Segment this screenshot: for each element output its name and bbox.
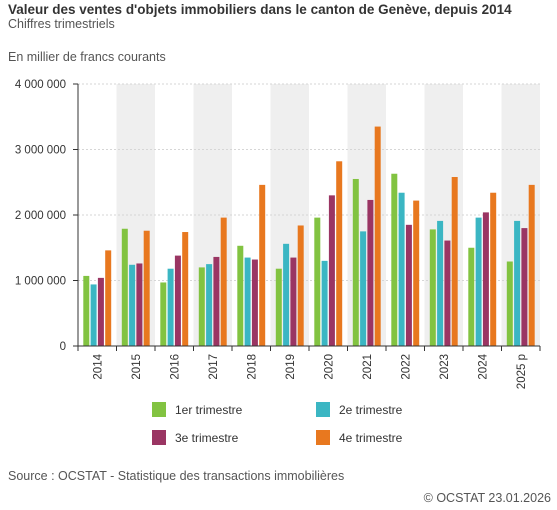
- y-tick-label: 1 000 000: [15, 276, 66, 288]
- x-tick-label: 2017: [208, 354, 220, 380]
- bar: [413, 200, 420, 346]
- bar: [328, 195, 335, 346]
- legend-label-q4: 4e trimestre: [339, 430, 403, 445]
- source-note: Source : OCSTAT - Statistique des transa…: [8, 469, 345, 483]
- bar: [336, 161, 343, 346]
- bar: [206, 264, 213, 346]
- unit-label: En millier de francs courants: [8, 50, 166, 64]
- bar: [90, 284, 97, 346]
- chart-subtitle: Chiffres trimestriels: [8, 17, 115, 31]
- y-tick-label: 4 000 000: [15, 79, 66, 91]
- x-tick-label: 2018: [246, 354, 258, 380]
- bar: [475, 217, 482, 346]
- bar: [482, 212, 489, 346]
- x-tick-label: 2020: [323, 354, 335, 380]
- x-tick-label: 2025 p: [516, 354, 528, 389]
- legend-swatch-q3: [152, 430, 166, 445]
- bar: [143, 230, 150, 346]
- bar: [182, 232, 189, 346]
- y-tick-label: 3 000 000: [15, 145, 66, 157]
- bar: [468, 247, 475, 346]
- x-tick-label: 2016: [169, 354, 181, 380]
- bar: [97, 277, 104, 346]
- gridlines: [78, 83, 540, 281]
- bar: [367, 199, 374, 346]
- legend-item-q1[interactable]: 1er trimestre: [152, 402, 242, 417]
- bar: [405, 224, 412, 346]
- y-tick-labels: 0 1 000 000 2 000 000 3 000 000 4 000 000: [15, 79, 66, 353]
- bar: [121, 228, 128, 346]
- y-tick-label: 2 000 000: [15, 210, 66, 222]
- legend-item-q2[interactable]: 2e trimestre: [316, 402, 402, 417]
- x-tick-label: 2022: [400, 354, 412, 380]
- bar: [451, 177, 458, 346]
- bar: [136, 263, 143, 346]
- legend-label-q2: 2e trimestre: [339, 402, 403, 417]
- legend-swatch-q1: [152, 402, 166, 417]
- bar: [251, 259, 258, 346]
- bar: [429, 229, 436, 346]
- bar: [220, 217, 227, 346]
- legend-item-q4[interactable]: 4e trimestre: [316, 430, 402, 445]
- bar: [237, 245, 244, 346]
- axes: [73, 83, 541, 351]
- legend-item-q3[interactable]: 3e trimestre: [152, 430, 238, 445]
- copyright-note: © OCSTAT 23.01.2026: [423, 491, 551, 505]
- bar: [352, 178, 359, 346]
- bar: [321, 260, 328, 346]
- bar: [506, 261, 513, 346]
- bar: [297, 225, 304, 346]
- bar: [437, 220, 444, 346]
- bar: [167, 268, 174, 346]
- bar: [259, 184, 266, 346]
- bar: [398, 192, 405, 346]
- bar: [275, 268, 282, 346]
- bar: [160, 282, 167, 346]
- x-tick-label: 2023: [439, 354, 451, 380]
- bar: [83, 275, 90, 346]
- bar: [444, 240, 451, 346]
- bar: [521, 228, 528, 346]
- legend-label-q3: 3e trimestre: [175, 430, 239, 445]
- y-tick-label: 0: [60, 341, 66, 353]
- bar: [129, 264, 136, 346]
- x-tick-label: 2021: [362, 354, 374, 380]
- chart-title: Valeur des ventes d'objets immobiliers d…: [8, 2, 512, 17]
- legend: 1er trimestre 2e trimestre 3e trimestre …: [152, 400, 482, 450]
- bar: [514, 220, 521, 346]
- bar: [244, 257, 251, 346]
- legend-swatch-q2: [316, 402, 330, 417]
- bar: [283, 243, 290, 346]
- bar: [528, 184, 535, 346]
- legend-swatch-q4: [316, 430, 330, 445]
- bar: [490, 192, 497, 346]
- bar: [290, 257, 297, 346]
- x-tick-label: 2019: [285, 354, 297, 380]
- legend-label-q1: 1er trimestre: [175, 402, 243, 417]
- bar-chart: 0 1 000 000 2 000 000 3 000 000 4 000 000 20…: [15, 79, 541, 389]
- bar: [105, 250, 112, 346]
- bar: [198, 267, 205, 346]
- x-tick-labels: 2014 2015 2016 2017 2018 2019 2020 2021 2022 2023…: [92, 353, 528, 389]
- bar: [213, 256, 220, 346]
- bars: [83, 126, 535, 346]
- bar: [374, 126, 381, 346]
- x-tick-label: 2014: [92, 353, 104, 379]
- bar: [174, 255, 181, 346]
- bar: [314, 217, 321, 346]
- bar: [360, 231, 367, 346]
- x-tick-label: 2015: [131, 354, 143, 380]
- bar: [391, 173, 398, 346]
- x-tick-label: 2024: [477, 353, 489, 379]
